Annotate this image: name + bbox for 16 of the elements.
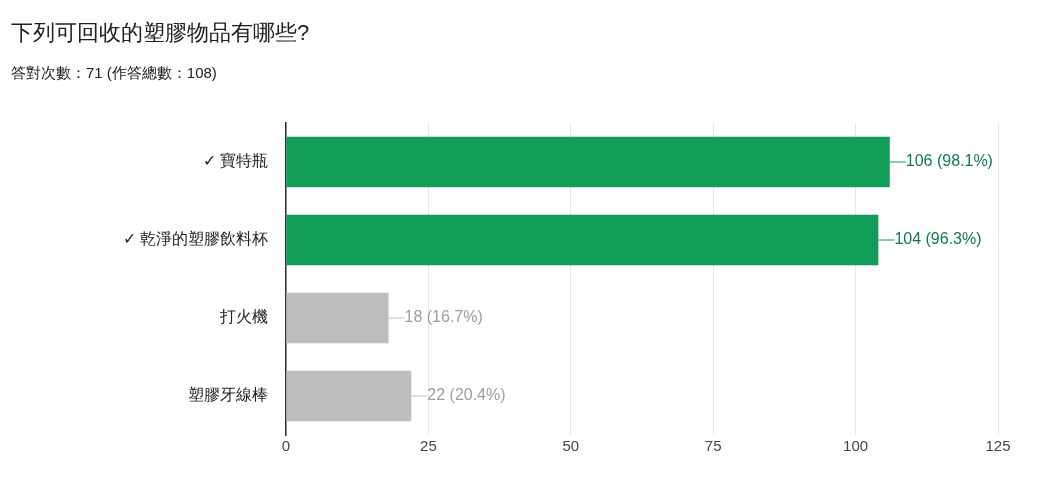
x-tick-label: 25: [420, 437, 437, 455]
chart-title: 下列可回收的塑膠物品有哪些?: [11, 19, 310, 47]
x-tick-label: 50: [562, 437, 580, 455]
data-label: 18 (16.7%): [404, 308, 483, 326]
x-tick-label: 100: [843, 437, 869, 455]
x-tick-label: 0: [281, 437, 291, 455]
x-tick-label: 125: [985, 437, 1011, 455]
x-tick-label: 75: [704, 437, 722, 455]
data-label: 22 (20.4%): [427, 386, 506, 404]
y-tick-label: 打火機: [219, 308, 268, 326]
data-label: 104 (96.3%): [894, 230, 982, 248]
y-tick-label: ✓ 寶特瓶: [202, 152, 268, 170]
y-tick-label: ✓ 乾淨的塑膠飲料杯: [122, 230, 268, 248]
data-label: 106 (98.1%): [905, 152, 993, 170]
text: 答對次數：71 (作答總數：108): [11, 64, 217, 83]
y-tick-label: 塑膠牙線棒: [188, 386, 268, 404]
